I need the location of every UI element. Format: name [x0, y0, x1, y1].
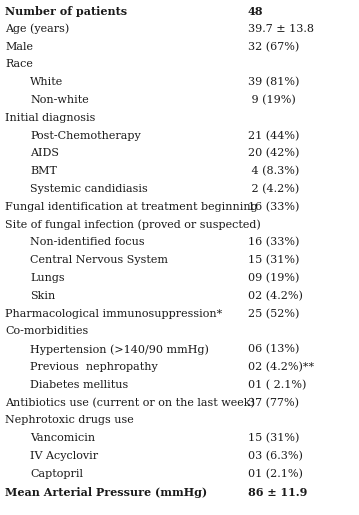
Text: Lungs: Lungs [30, 273, 65, 283]
Text: Fungal identification at treatment beginning: Fungal identification at treatment begin… [5, 202, 258, 212]
Text: Initial diagnosis: Initial diagnosis [5, 113, 95, 123]
Text: 02 (4.2%)**: 02 (4.2%)** [248, 362, 314, 372]
Text: Co-morbidities: Co-morbidities [5, 327, 88, 336]
Text: Post-Chemotherapy: Post-Chemotherapy [30, 131, 141, 141]
Text: 16 (33%): 16 (33%) [248, 237, 299, 248]
Text: Non-white: Non-white [30, 95, 89, 105]
Text: Antibiotics use (current or on the last week): Antibiotics use (current or on the last … [5, 398, 255, 408]
Text: 37 (77%): 37 (77%) [248, 398, 299, 408]
Text: IV Acyclovir: IV Acyclovir [30, 451, 98, 461]
Text: Systemic candidiasis: Systemic candidiasis [30, 184, 148, 194]
Text: 86 ± 11.9: 86 ± 11.9 [248, 487, 307, 497]
Text: 06 (13%): 06 (13%) [248, 344, 299, 354]
Text: 39 (81%): 39 (81%) [248, 77, 299, 88]
Text: 9 (19%): 9 (19%) [248, 95, 296, 105]
Text: 01 (2.1%): 01 (2.1%) [248, 469, 303, 479]
Text: Vancomicin: Vancomicin [30, 433, 95, 443]
Text: 16 (33%): 16 (33%) [248, 202, 299, 212]
Text: 15 (31%): 15 (31%) [248, 255, 299, 266]
Text: Number of patients: Number of patients [5, 6, 127, 17]
Text: 01 ( 2.1%): 01 ( 2.1%) [248, 380, 306, 390]
Text: 21 (44%): 21 (44%) [248, 131, 299, 141]
Text: 20 (42%): 20 (42%) [248, 148, 299, 159]
Text: AIDS: AIDS [30, 148, 59, 159]
Text: Previous  nephropathy: Previous nephropathy [30, 362, 158, 372]
Text: 39.7 ± 13.8: 39.7 ± 13.8 [248, 24, 314, 34]
Text: Age (years): Age (years) [5, 24, 69, 35]
Text: Diabetes mellitus: Diabetes mellitus [30, 380, 128, 390]
Text: 2 (4.2%): 2 (4.2%) [248, 184, 299, 194]
Text: Male: Male [5, 42, 33, 52]
Text: Pharmacological immunosuppression*: Pharmacological immunosuppression* [5, 308, 222, 319]
Text: 02 (4.2%): 02 (4.2%) [248, 291, 303, 301]
Text: BMT: BMT [30, 166, 57, 176]
Text: Mean Arterial Pressure (mmHg): Mean Arterial Pressure (mmHg) [5, 487, 207, 497]
Text: 25 (52%): 25 (52%) [248, 308, 299, 319]
Text: White: White [30, 77, 63, 87]
Text: Skin: Skin [30, 291, 55, 301]
Text: 32 (67%): 32 (67%) [248, 42, 299, 52]
Text: 09 (19%): 09 (19%) [248, 273, 299, 283]
Text: Captopril: Captopril [30, 469, 83, 479]
Text: Nephrotoxic drugs use: Nephrotoxic drugs use [5, 416, 134, 425]
Text: Hypertension (>140/90 mmHg): Hypertension (>140/90 mmHg) [30, 344, 209, 355]
Text: 4 (8.3%): 4 (8.3%) [248, 166, 299, 177]
Text: 15 (31%): 15 (31%) [248, 433, 299, 443]
Text: Non-identified focus: Non-identified focus [30, 237, 145, 247]
Text: Central Nervous System: Central Nervous System [30, 255, 168, 265]
Text: 48: 48 [248, 6, 264, 17]
Text: Site of fungal infection (proved or suspected): Site of fungal infection (proved or susp… [5, 219, 261, 230]
Text: 03 (6.3%): 03 (6.3%) [248, 451, 303, 461]
Text: Race: Race [5, 59, 33, 70]
